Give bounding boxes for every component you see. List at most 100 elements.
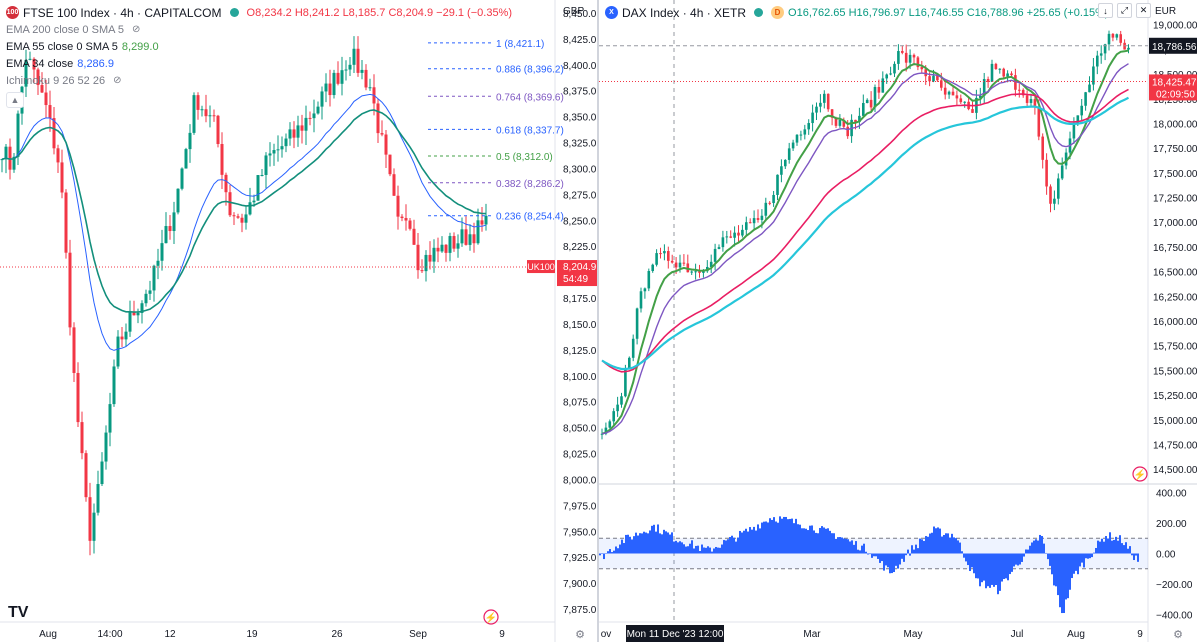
tradingview-logo: TV <box>8 604 29 621</box>
osc-bar <box>989 553 991 588</box>
ftse-candle <box>332 72 336 96</box>
ftse-candle <box>356 48 360 73</box>
collapse-legend-button[interactable]: ▲ <box>6 92 24 108</box>
osc-bar <box>1123 545 1125 554</box>
osc-bar <box>1011 553 1013 572</box>
dax-chart-pane[interactable]: 19,000.0018,750.0018,500.0018,250.0018,0… <box>599 0 1197 642</box>
osc-bar <box>601 553 603 554</box>
osc-bar <box>863 543 865 554</box>
dax-chart-canvas[interactable]: 19,000.0018,750.0018,500.0018,250.0018,0… <box>599 0 1197 642</box>
fib-level-label: 1 (8,421.1) <box>496 39 544 50</box>
osc-bar <box>629 536 631 554</box>
ftse-candle <box>344 69 348 71</box>
osc-bar <box>819 527 821 554</box>
eye-hidden-icon[interactable]: ⊘ <box>113 75 122 86</box>
indicator-ichimoku[interactable]: Ichimoku 9 26 52 26 ⊘ <box>6 72 512 89</box>
ftse-background <box>0 0 598 642</box>
maximize-icon[interactable]: ⤢ <box>1117 3 1132 18</box>
ftse-time-tick: Aug <box>39 629 57 640</box>
dax-price-tick: 16,750.00 <box>1153 243 1197 254</box>
dax-candle <box>916 57 920 68</box>
dax-candle <box>631 338 635 358</box>
ftse-candle <box>220 144 224 175</box>
osc-bar <box>693 548 695 554</box>
close-pane-icon[interactable]: ✕ <box>1136 3 1151 18</box>
ftse-candle <box>72 327 76 373</box>
move-down-icon[interactable]: ↓ <box>1098 3 1113 18</box>
dax-symbol-title[interactable]: DAX Index · 4h · XETR <box>622 5 747 20</box>
dax-candle <box>897 51 900 64</box>
ftse-symbol-title[interactable]: FTSE 100 Index · 4h · CAPITALCOM <box>23 5 222 20</box>
indicator-label: EMA 34 close <box>6 57 74 70</box>
pane-divider[interactable] <box>597 0 599 642</box>
dax-candle <box>998 68 1002 70</box>
osc-bar <box>967 553 969 566</box>
osc-bar <box>957 540 959 554</box>
indicator-ema55[interactable]: EMA 55 close 0 SMA 5 8,299.0 <box>6 38 512 55</box>
dax-price-tick: 14,500.00 <box>1153 465 1197 476</box>
ftse-candle <box>424 254 428 272</box>
ftse-price-tick: 8,150.0 <box>563 320 597 331</box>
osc-bar <box>851 540 853 554</box>
dax-price-tick: 19,000.00 <box>1153 21 1197 32</box>
eye-hidden-icon[interactable]: ⊘ <box>132 24 141 35</box>
osc-bar <box>681 542 683 554</box>
ftse-candle <box>464 229 468 245</box>
ftse-high: H8,241.2 <box>294 6 340 19</box>
osc-bar <box>771 519 773 554</box>
ftse-candle <box>260 174 264 176</box>
osc-bar <box>755 530 757 554</box>
dax-candle <box>678 262 682 268</box>
ftse-candle <box>176 188 180 213</box>
ftse-ticker-tag-bg <box>527 260 555 274</box>
osc-bar <box>701 544 703 554</box>
osc-bar <box>745 528 747 554</box>
ftse-candle <box>468 234 472 245</box>
osc-bar <box>883 553 885 571</box>
indicator-ema200[interactable]: EMA 200 close 0 SMA 5 ⊘ <box>6 21 512 38</box>
osc-bar <box>977 553 979 579</box>
osc-bar <box>759 528 761 554</box>
dax-price-tick: 16,500.00 <box>1153 268 1197 279</box>
osc-bar <box>869 553 871 555</box>
osc-bar <box>1091 553 1093 558</box>
osc-bar <box>1111 540 1113 554</box>
dax-top-tag-bg <box>1149 37 1197 54</box>
dax-candle <box>635 308 639 339</box>
dax-price-tag: 18,425.47 <box>1152 77 1197 88</box>
delayed-data-icon[interactable]: D <box>771 6 785 19</box>
osc-bar <box>785 516 787 554</box>
osc-bar <box>1051 553 1053 575</box>
ftse-price-tick: 8,300.0 <box>563 164 597 175</box>
osc-bar <box>795 518 797 554</box>
dax-candle <box>768 202 771 204</box>
osc-bar <box>831 533 833 554</box>
dax-candle <box>690 271 693 273</box>
osc-bar <box>981 553 983 583</box>
osc-bar <box>1039 534 1041 554</box>
ftse-candle <box>84 453 88 498</box>
ftse-candle <box>32 58 36 70</box>
osc-bar <box>781 518 783 554</box>
osc-bar <box>817 533 819 554</box>
ftse-chart-canvas[interactable]: 8,450.0 8,425.0 8,400.0 8,375.0 8,350.0 8,325… <box>0 0 598 642</box>
dax-candle <box>811 112 814 124</box>
osc-bar <box>1047 553 1049 560</box>
indicator-ema34[interactable]: EMA 34 close 8,286.9 <box>6 55 512 72</box>
osc-bar <box>671 532 673 554</box>
osc-bar <box>919 538 921 554</box>
dax-candle <box>647 271 651 289</box>
osc-bar <box>603 553 605 560</box>
osc-bar <box>965 553 967 562</box>
dax-candle <box>628 357 631 369</box>
dax-candle <box>819 102 822 107</box>
dax-currency-label[interactable]: EUR <box>1155 6 1177 17</box>
ftse-chart-pane[interactable]: 8,450.0 8,425.0 8,400.0 8,375.0 8,350.0 8,325… <box>0 0 598 642</box>
dax-candle <box>940 80 943 88</box>
ftse-price-tick: 8,025.0 <box>563 450 597 461</box>
dax-legend: X DAX Index · 4h · XETR D O16,762.65 H16… <box>605 4 1109 21</box>
ftse-candle <box>152 265 156 291</box>
crosshair-date-bg <box>626 625 724 642</box>
osc-bar <box>1053 553 1055 586</box>
ftse-currency-label[interactable]: GBP <box>563 6 585 17</box>
